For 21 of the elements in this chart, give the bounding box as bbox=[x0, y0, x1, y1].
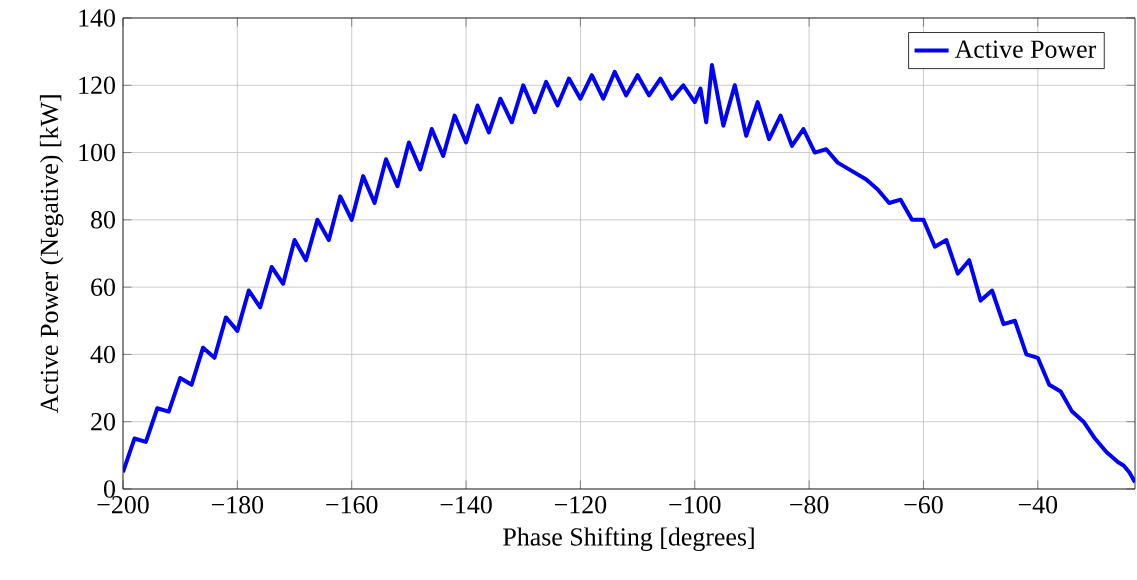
x-tick-label: −200 bbox=[97, 496, 149, 514]
x-tick-label: −80 bbox=[790, 496, 829, 514]
y-tick-label: 0 bbox=[104, 480, 115, 498]
y-tick-label: 120 bbox=[79, 76, 115, 95]
legend-label: Active Power bbox=[954, 40, 1097, 58]
y-tick-label: 100 bbox=[79, 143, 115, 162]
x-axis-title: Phase Shifting [degrees] bbox=[503, 527, 754, 552]
x-tick-label: −120 bbox=[554, 496, 607, 514]
x-tick-label: −180 bbox=[211, 496, 264, 514]
y-tick-label: 140 bbox=[79, 9, 115, 27]
y-tick-label: 60 bbox=[91, 278, 115, 296]
y-axis-title: Active Power (Negative) [kW] bbox=[39, 95, 64, 414]
x-tick-label: −60 bbox=[904, 496, 943, 514]
x-tick-label: −160 bbox=[326, 496, 378, 514]
x-tick-label: −40 bbox=[1018, 496, 1058, 514]
line-series bbox=[123, 63, 1136, 485]
x-tick-label: −100 bbox=[669, 496, 721, 514]
y-tick-label: 40 bbox=[90, 345, 115, 364]
y-tick-label: 20 bbox=[91, 412, 115, 431]
x-tick-label: −140 bbox=[440, 496, 492, 514]
y-tick-label: 80 bbox=[91, 211, 115, 229]
